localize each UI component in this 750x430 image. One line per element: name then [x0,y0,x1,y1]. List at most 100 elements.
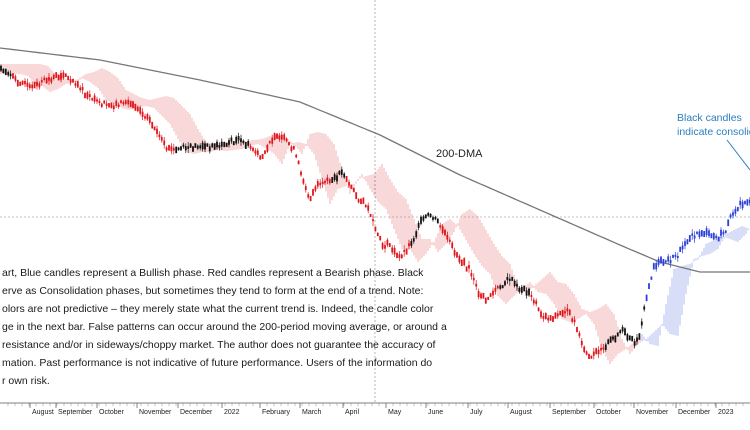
candle-body [98,100,101,104]
candle-body [244,142,247,149]
candle-body [50,78,53,83]
candle-body [86,92,89,99]
candle-body [110,102,113,109]
candle-body [201,142,204,150]
candle-body [120,100,122,103]
candle-body [60,73,62,80]
candle-body [475,283,478,287]
candle-body [45,77,48,84]
candle-body [468,265,470,269]
candle-body [64,73,67,77]
candle-body [314,186,317,191]
candle-body [290,146,293,152]
candle-body [650,276,653,280]
candle-body [230,137,233,142]
candle-body [513,280,516,286]
candle-body [652,263,655,270]
disclaimer-line: resistance and/or in sideways/choppy mar… [2,339,436,351]
candle-body [508,278,511,281]
annotation-line-2: indicate consolic [677,126,750,138]
candle-body [494,287,497,292]
disclaimer-line: art, Blue candles represent a Bullish ph… [2,267,424,279]
candle-body [7,71,10,76]
disclaimer: art, Blue candles represent a Bullish ph… [2,267,447,387]
candle-body [744,201,746,205]
candle-body [362,197,365,204]
candle-body [189,143,192,148]
candle-body [309,196,312,202]
dma-line [0,47,750,273]
candle-body [559,311,562,316]
candle-body [31,84,34,89]
candle-body [381,243,384,249]
candle-body [43,77,46,81]
candle-body [540,311,542,318]
candle-body [552,316,554,322]
disclaimer-line: mation. Past performance is not indicati… [2,357,432,369]
candle-body [566,308,569,312]
dma-label: 200-DMA [436,148,483,160]
x-tick-label: March [302,409,322,416]
candle-body [700,230,703,237]
x-tick-label: July [470,409,483,416]
candle-body [93,95,96,102]
candle-body [307,194,310,198]
candle-body [688,235,691,242]
x-tick-label: September [552,409,587,416]
candle-body [297,160,300,165]
candle-body [196,145,199,149]
candle-body [456,252,458,258]
candle-body [434,216,437,220]
candle-body [62,72,65,78]
candle-body [393,247,396,255]
candle-body [192,146,194,152]
candle-body [391,247,394,253]
candle-body [741,201,744,209]
candle-body [204,143,206,150]
x-tick-label: December [180,409,213,416]
candle-body [237,136,240,141]
candle-body [412,238,415,242]
candle-body [528,288,530,296]
candle-body [271,137,274,144]
candle-body [576,327,578,333]
candle-body [460,259,463,266]
candle-body [422,216,425,221]
candle-body [444,229,446,236]
candle-body [571,318,574,322]
candle-body [218,145,221,148]
candle-body [223,142,226,147]
candle-body [350,184,353,189]
candle-body [148,116,151,123]
candle-body [403,249,406,252]
candle-body [432,217,434,220]
candle-body [732,212,734,216]
candle-body [103,100,106,104]
candle-body [628,335,631,341]
candle-body [208,146,211,152]
candle-body [247,141,250,146]
candle-body [319,182,322,186]
candle-body [590,355,593,359]
candle-body [633,341,636,346]
candle-body [343,173,346,178]
candle-body [520,286,523,293]
candle-body [429,213,432,218]
candle-body [153,126,156,131]
candle-body [336,175,338,182]
candle-body [492,290,494,296]
candle-body [88,94,91,97]
candle-body [33,81,36,89]
candle-body [614,335,617,343]
candle-body [446,234,449,240]
x-tick-label: November [636,409,669,416]
candle-body [472,277,475,281]
candle-body [69,79,72,83]
candle-body [141,111,144,117]
candle-body [194,143,197,148]
candle-body [165,147,168,151]
candle-body [535,300,538,305]
candle-body [588,353,590,359]
candle-body [400,254,403,259]
candle-body [686,239,689,245]
